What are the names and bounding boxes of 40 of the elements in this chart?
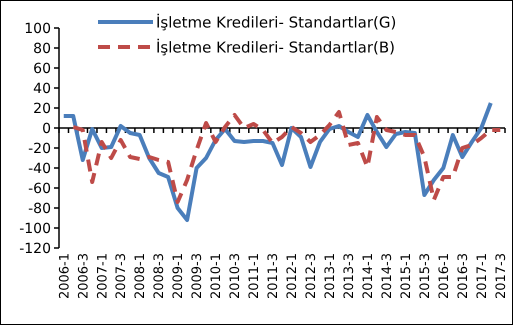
legend-label: İşletme Kredileri- Standartlar(B) bbox=[156, 38, 396, 56]
x-tick-label: 2009-1 bbox=[171, 253, 186, 300]
x-tick-label: 2006-1 bbox=[57, 253, 72, 300]
y-tick-label: -80 bbox=[28, 200, 51, 217]
x-tick-label: 2010-1 bbox=[209, 253, 224, 300]
y-tick-label: -60 bbox=[28, 180, 51, 197]
x-tick-label: 2014-1 bbox=[360, 253, 376, 300]
y-tick-label: 60 bbox=[33, 60, 51, 77]
y-tick-label: -120 bbox=[19, 240, 51, 257]
x-tick-label: 2011-3 bbox=[266, 253, 282, 300]
x-tick-label: 2008-1 bbox=[133, 253, 148, 300]
y-tick-label: 100 bbox=[24, 20, 51, 37]
y-tick-label: -100 bbox=[19, 220, 51, 237]
y-tick-label: -40 bbox=[28, 160, 51, 177]
x-tick-label: 2012-1 bbox=[285, 253, 300, 300]
y-tick-label: 40 bbox=[33, 80, 51, 97]
x-tick-label: 2017-3 bbox=[494, 253, 509, 300]
line-series bbox=[71, 110, 502, 204]
line-series bbox=[62, 101, 493, 222]
y-tick-label: 0 bbox=[42, 120, 51, 137]
x-tick-label: 2013-1 bbox=[322, 253, 338, 300]
x-tick-label: 2009-3 bbox=[190, 253, 206, 300]
y-tick-label: 20 bbox=[33, 100, 51, 117]
x-tick-label: 2015-3 bbox=[418, 253, 433, 300]
x-tick-label: 2012-3 bbox=[304, 253, 320, 300]
x-tick-label: 2006-3 bbox=[76, 253, 92, 300]
y-tick-label: 80 bbox=[33, 40, 51, 57]
x-tick-label: 2008-3 bbox=[152, 253, 168, 300]
x-tick-label: 2013-3 bbox=[342, 253, 357, 300]
x-tick-label: 2017-1 bbox=[474, 253, 490, 300]
x-tick-label: 2007-1 bbox=[95, 253, 110, 300]
x-tick-label: 2016-3 bbox=[456, 253, 471, 300]
x-tick-label: 2014-3 bbox=[380, 253, 395, 300]
x-tick-label: 2010-3 bbox=[228, 253, 244, 300]
x-tick-label: 2015-1 bbox=[398, 253, 414, 300]
x-tick-label: 2011-1 bbox=[247, 253, 262, 300]
legend-label: İşletme Kredileri- Standartlar(G) bbox=[156, 13, 396, 32]
x-tick-label: 2016-1 bbox=[436, 253, 452, 300]
x-tick-label: 2007-3 bbox=[114, 253, 130, 300]
y-tick-label: -20 bbox=[28, 140, 51, 157]
